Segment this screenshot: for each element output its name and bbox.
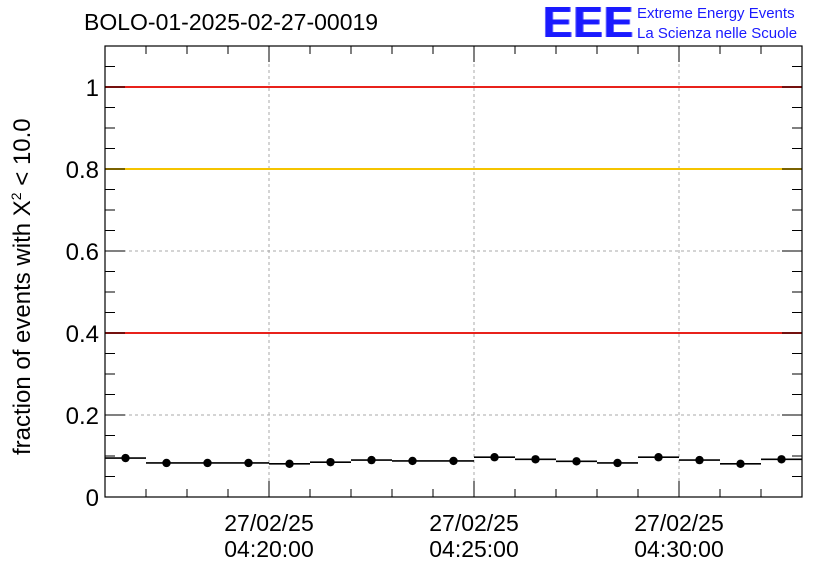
data-point — [736, 459, 745, 468]
y-tick-label: 0.8 — [66, 157, 99, 184]
plot-frame — [104, 45, 803, 498]
y-tick-label: 0.2 — [66, 403, 99, 430]
data-point — [613, 458, 622, 468]
data-point — [367, 455, 376, 465]
data-point — [244, 458, 253, 468]
x-tick-label-time: 04:20:00 — [224, 536, 314, 562]
logo-line-1: Extreme Energy Events — [637, 5, 795, 22]
data-point — [203, 458, 212, 468]
data-point — [408, 456, 417, 466]
eee-logo: EEE Extreme Energy Events La Scienza nel… — [543, 0, 833, 48]
data-point — [572, 457, 581, 466]
chart-title: BOLO-01-2025-02-27-00019 — [84, 9, 379, 35]
logo-mark: EEE — [543, 0, 635, 47]
data-point — [531, 455, 540, 464]
x-tick-label-date: 27/02/25 — [634, 510, 724, 536]
data-point — [326, 457, 335, 467]
data-point — [121, 453, 130, 463]
y-tick-label: 1 — [86, 75, 99, 102]
y-tick-label: 0.6 — [66, 239, 99, 266]
x-tick-label-date: 27/02/25 — [224, 510, 314, 536]
data-point — [695, 455, 704, 465]
y-tick-label: 0.4 — [66, 321, 99, 348]
data-point — [449, 456, 458, 466]
x-tick-label-time: 04:25:00 — [429, 536, 519, 562]
data-point — [490, 453, 499, 462]
x-tick-label-time: 04:30:00 — [634, 536, 724, 562]
data-point — [654, 453, 663, 462]
data-point — [162, 458, 171, 468]
data-point — [777, 455, 786, 464]
y-tick-label: 0 — [86, 485, 99, 512]
logo-line-2: La Scienza nelle Scuole — [637, 25, 798, 42]
data-point — [285, 459, 294, 468]
x-tick-label-date: 27/02/25 — [429, 510, 519, 536]
